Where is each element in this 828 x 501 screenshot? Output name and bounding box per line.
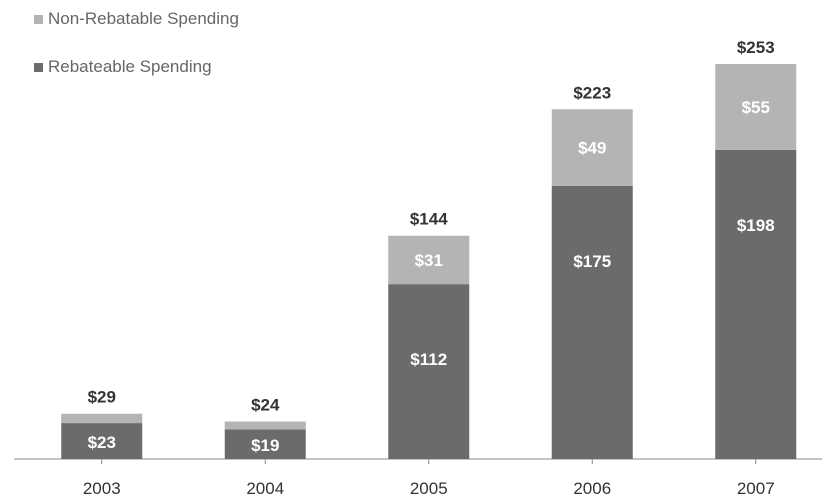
total-label-2005: $144 — [410, 210, 448, 229]
bar-non-rebatable-2006 — [551, 109, 633, 186]
bar-rebateable-2007 — [715, 149, 797, 459]
bar-rebateable-2003 — [61, 423, 143, 459]
bar-non-rebatable-2004 — [224, 421, 306, 430]
legend-swatch-non-rebatable — [34, 14, 43, 24]
legend-swatch-rebateable — [34, 62, 43, 72]
bar-non-rebatable-2003 — [61, 413, 143, 424]
data-label-rebateable-2007: $198 — [737, 216, 775, 235]
data-label-rebateable-2003: $23 — [88, 433, 116, 452]
total-label-2006: $223 — [573, 83, 611, 102]
bar-rebateable-2006 — [551, 185, 633, 459]
legend-item-rebateable: Rebateable Spending — [34, 56, 239, 78]
data-label-non-rebatable-2007: $55 — [742, 98, 770, 117]
x-tick-label-2003: 2003 — [83, 479, 121, 498]
legend-label-rebateable: Rebateable Spending — [48, 57, 212, 76]
bar-rebateable-2005 — [388, 284, 470, 459]
data-label-non-rebatable-2006: $49 — [578, 139, 606, 158]
x-tick-label-2005: 2005 — [410, 479, 448, 498]
data-label-non-rebatable-2005: $31 — [415, 251, 443, 270]
x-tick-label-2007: 2007 — [737, 479, 775, 498]
total-label-2004: $24 — [251, 396, 280, 415]
legend-label-non-rebatable: Non-Rebatable Spending — [48, 9, 239, 28]
data-label-rebateable-2006: $175 — [573, 252, 611, 271]
data-label-rebateable-2004: $19 — [251, 436, 279, 455]
x-tick-label-2006: 2006 — [573, 479, 611, 498]
bar-non-rebatable-2007 — [715, 64, 797, 150]
legend-item-non-rebatable: Non-Rebatable Spending — [34, 8, 239, 30]
bar-non-rebatable-2005 — [388, 235, 470, 285]
legend: Non-Rebatable Spending Rebateable Spendi… — [34, 8, 239, 78]
total-label-2003: $29 — [88, 388, 116, 407]
bar-rebateable-2004 — [224, 429, 306, 459]
total-label-2007: $253 — [737, 38, 775, 57]
data-label-rebateable-2005: $112 — [410, 350, 447, 369]
x-tick-label-2004: 2004 — [246, 479, 284, 498]
